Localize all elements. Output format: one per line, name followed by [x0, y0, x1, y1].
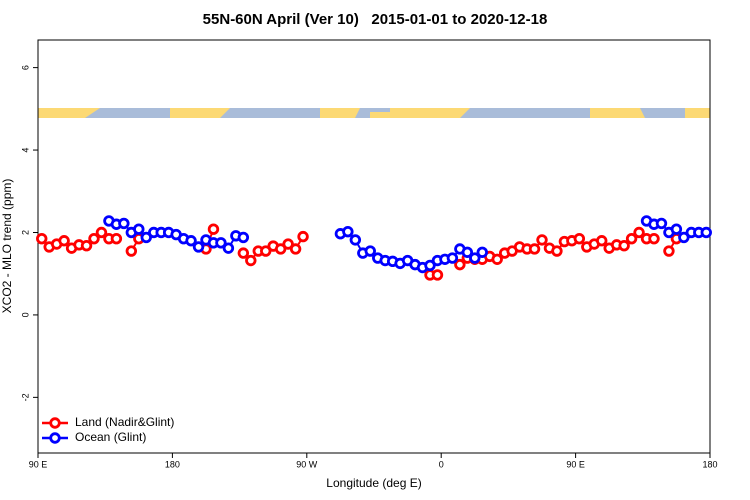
data-point	[88, 232, 100, 245]
data-point	[670, 223, 683, 235]
data-point	[573, 232, 586, 245]
y-tick-label: 4	[20, 148, 30, 153]
data-point	[274, 243, 287, 255]
data-point	[424, 259, 436, 272]
data-point	[678, 231, 690, 244]
data-point	[185, 235, 197, 247]
data-point	[431, 269, 444, 281]
y-axis-label: XCO2 - MLO trend (ppm)	[0, 179, 14, 314]
data-point	[491, 253, 503, 265]
legend-marker	[49, 417, 61, 429]
data-point	[207, 223, 220, 235]
x-tick-label: 180	[165, 459, 180, 469]
data-point	[342, 225, 354, 238]
data-point	[222, 242, 235, 254]
legend-marker	[49, 432, 61, 444]
map-strip	[38, 108, 710, 118]
data-point	[58, 235, 70, 247]
data-point	[118, 217, 130, 230]
data-point	[349, 234, 362, 246]
data-point	[215, 237, 227, 249]
y-tick-label: 2	[20, 230, 30, 235]
data-point	[648, 232, 660, 245]
x-tick-label: 90 W	[296, 459, 318, 469]
chart-title: 55N-60N April (Ver 10) 2015-01-01 to 202…	[203, 11, 548, 28]
data-point	[528, 243, 541, 255]
x-tick-label: 180	[702, 459, 717, 469]
data-point	[237, 247, 250, 259]
y-tick-label: 6	[20, 65, 30, 70]
data-point	[633, 226, 645, 239]
data-point	[95, 226, 108, 239]
data-point	[536, 234, 548, 246]
x-tick-label: 90 E	[566, 459, 585, 469]
y-tick-label: -2	[20, 393, 30, 401]
x-tick-label: 90 E	[29, 459, 48, 469]
legend-label: Land (Nadir&Glint)	[75, 415, 174, 429]
data-point	[133, 223, 145, 235]
data-point	[36, 232, 48, 245]
data-point	[364, 245, 376, 257]
data-point	[80, 239, 93, 252]
x-axis-label: Longitude (deg E)	[326, 476, 421, 490]
data-point	[289, 243, 302, 255]
data-point	[192, 241, 205, 253]
plot-frame	[37, 39, 711, 454]
data-point	[625, 232, 638, 245]
data-point	[551, 245, 563, 257]
data-point	[461, 246, 474, 258]
data-point	[618, 239, 630, 252]
x-tick-label: 0	[439, 459, 444, 469]
data-point	[446, 252, 459, 264]
data-point	[655, 217, 668, 230]
legend-label: Ocean (Glint)	[75, 430, 146, 444]
data-point	[700, 226, 712, 239]
data-point	[237, 231, 250, 244]
data-point	[663, 245, 675, 257]
data-point	[245, 254, 257, 267]
data-point	[125, 245, 138, 257]
y-tick-label: 0	[20, 312, 30, 317]
data-point	[596, 235, 608, 247]
data-point	[282, 238, 294, 250]
data-point	[476, 246, 488, 258]
data-point	[140, 231, 152, 244]
data-point	[110, 232, 123, 245]
data-point	[454, 258, 466, 271]
data-point	[297, 230, 309, 243]
data-point	[260, 245, 272, 257]
data-point	[469, 252, 481, 264]
